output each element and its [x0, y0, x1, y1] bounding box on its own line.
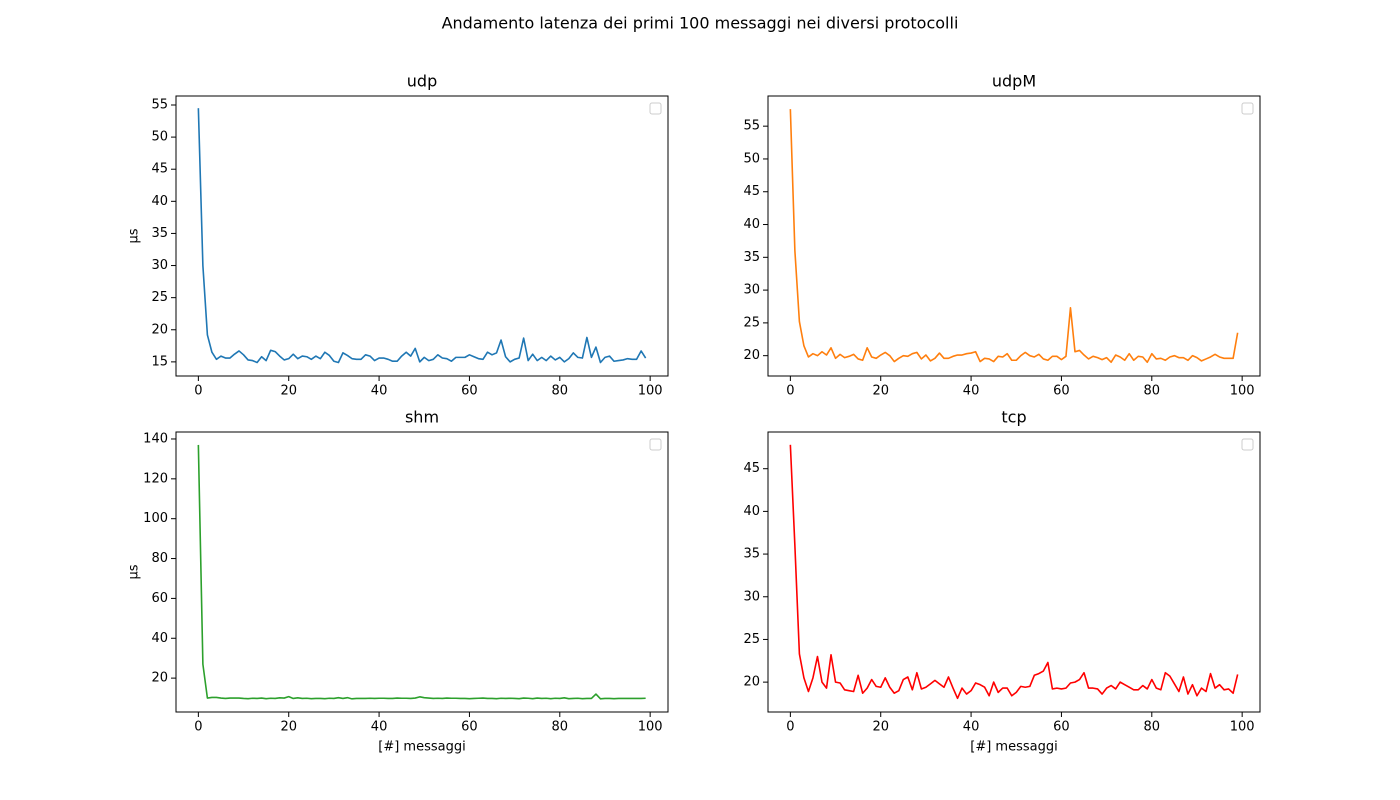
y-tick-label: 40 [151, 194, 168, 209]
axes-frame [175, 431, 669, 713]
x-tick-label: 100 [638, 384, 663, 399]
x-tick-label: 40 [963, 384, 980, 399]
x-axis-label: [#] messaggi [378, 740, 465, 755]
x-tick-label: 20 [872, 720, 889, 735]
x-tick-label: 40 [371, 384, 388, 399]
y-tick-label: 30 [743, 283, 760, 298]
x-tick-label: 60 [461, 384, 478, 399]
y-tick-label: 120 [143, 471, 168, 486]
x-tick-label: 40 [963, 720, 980, 735]
x-tick-label: 0 [786, 384, 794, 399]
x-tick-label: 80 [1144, 720, 1161, 735]
x-tick-label: 100 [1230, 720, 1255, 735]
y-tick-label: 55 [743, 119, 760, 134]
y-tick-label: 15 [151, 354, 168, 369]
x-tick-label: 100 [638, 720, 663, 735]
x-tick-label: 0 [194, 720, 202, 735]
x-tick-label: 60 [461, 720, 478, 735]
axes-title: tcp [1001, 408, 1026, 427]
legend [649, 102, 662, 115]
x-tick-label: 80 [552, 720, 569, 735]
y-tick-label: 25 [151, 290, 168, 305]
y-tick-label: 50 [151, 130, 168, 145]
y-tick-label: 30 [743, 589, 760, 604]
y-tick-label: 40 [743, 217, 760, 232]
axes-frame [175, 95, 669, 377]
y-tick-label: 45 [151, 162, 168, 177]
y-tick-label: 45 [743, 184, 760, 199]
y-tick-label: 35 [743, 250, 760, 265]
x-tick-label: 40 [371, 720, 388, 735]
axes-title: udpM [992, 72, 1036, 91]
x-tick-label: 20 [280, 384, 297, 399]
x-tick-label: 100 [1230, 384, 1255, 399]
y-tick-label: 55 [151, 97, 168, 112]
y-tick-label: 40 [151, 631, 168, 646]
y-tick-label: 60 [151, 591, 168, 606]
y-tick-label: 100 [143, 511, 168, 526]
axes-title: shm [405, 408, 439, 427]
x-axis-label: [#] messaggi [970, 740, 1057, 755]
data-line [789, 444, 1239, 700]
y-tick-label: 140 [143, 431, 168, 446]
axes-frame [767, 95, 1261, 377]
y-tick-label: 35 [743, 547, 760, 562]
y-tick-label: 50 [743, 151, 760, 166]
legend [1241, 438, 1254, 451]
x-tick-label: 60 [1053, 720, 1070, 735]
data-line [197, 108, 647, 364]
axes-title: udp [407, 72, 437, 91]
y-tick-label: 40 [743, 504, 760, 519]
y-tick-label: 30 [151, 258, 168, 273]
y-tick-label: 45 [743, 461, 760, 476]
axes-frame [767, 431, 1261, 713]
x-tick-label: 20 [872, 384, 889, 399]
data-line [197, 444, 646, 700]
x-tick-label: 60 [1053, 384, 1070, 399]
y-tick-label: 35 [151, 226, 168, 241]
y-axis-label: µs [127, 564, 142, 579]
legend [649, 438, 662, 451]
y-tick-label: 20 [743, 348, 760, 363]
y-tick-label: 20 [151, 671, 168, 686]
y-tick-label: 80 [151, 551, 168, 566]
y-tick-label: 20 [743, 675, 760, 690]
x-tick-label: 0 [194, 384, 202, 399]
y-tick-label: 20 [151, 322, 168, 337]
x-tick-label: 0 [786, 720, 794, 735]
x-tick-label: 80 [1144, 384, 1161, 399]
x-tick-label: 80 [552, 384, 569, 399]
y-tick-label: 25 [743, 315, 760, 330]
figure-title: Andamento latenza dei primi 100 messaggi… [442, 14, 959, 33]
data-line [789, 109, 1239, 364]
y-tick-label: 25 [743, 632, 760, 647]
x-tick-label: 20 [280, 720, 297, 735]
legend [1241, 102, 1254, 115]
y-axis-label: µs [127, 228, 142, 243]
